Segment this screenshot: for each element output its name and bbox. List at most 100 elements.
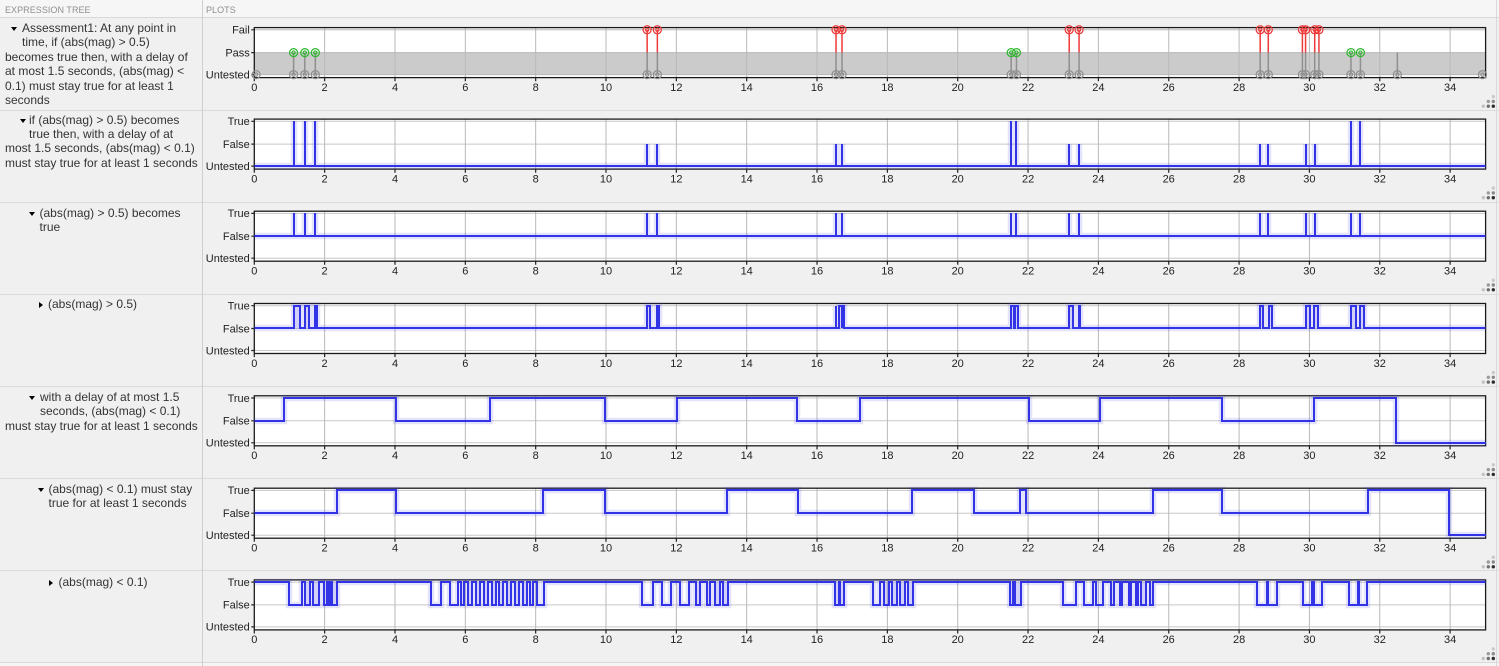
svg-text:6: 6 (462, 173, 468, 185)
svg-text:22: 22 (1022, 450, 1034, 462)
svg-text:True: True (228, 301, 250, 313)
svg-text:0: 0 (251, 634, 257, 646)
svg-text:16: 16 (811, 543, 823, 555)
svg-text:18: 18 (881, 450, 893, 462)
svg-text:20: 20 (952, 450, 964, 462)
svg-text:24: 24 (1092, 266, 1104, 278)
svg-text:22: 22 (1022, 173, 1034, 185)
svg-text:Untested: Untested (206, 161, 250, 173)
svg-text:24: 24 (1092, 450, 1104, 462)
svg-text:4: 4 (392, 266, 398, 278)
svg-text:22: 22 (1022, 634, 1034, 646)
svg-text:False: False (223, 416, 250, 428)
svg-text:4: 4 (392, 543, 398, 555)
svg-text:32: 32 (1374, 266, 1386, 278)
svg-text:34: 34 (1444, 266, 1456, 278)
svg-text:30: 30 (1303, 358, 1315, 370)
svg-text:26: 26 (1163, 543, 1175, 555)
svg-text:10: 10 (600, 358, 612, 370)
svg-text:20: 20 (952, 173, 964, 185)
svg-text:30: 30 (1303, 634, 1315, 646)
svg-text:6: 6 (462, 450, 468, 462)
svg-text:20: 20 (952, 634, 964, 646)
svg-text:0: 0 (251, 358, 257, 370)
svg-text:10: 10 (600, 82, 612, 94)
svg-text:12: 12 (670, 358, 682, 370)
svg-text:12: 12 (670, 266, 682, 278)
svg-text:18: 18 (881, 173, 893, 185)
svg-text:True: True (228, 208, 250, 220)
svg-text:2: 2 (322, 173, 328, 185)
svg-text:24: 24 (1092, 82, 1104, 94)
svg-text:Pass: Pass (225, 47, 250, 59)
svg-text:18: 18 (881, 266, 893, 278)
svg-text:0: 0 (251, 82, 257, 94)
svg-text:2: 2 (322, 543, 328, 555)
svg-text:Fail: Fail (232, 25, 250, 37)
svg-text:False: False (223, 508, 250, 520)
svg-text:24: 24 (1092, 358, 1104, 370)
svg-text:12: 12 (670, 634, 682, 646)
svg-text:26: 26 (1163, 82, 1175, 94)
svg-text:14: 14 (741, 543, 753, 555)
svg-text:14: 14 (741, 450, 753, 462)
svg-text:16: 16 (811, 358, 823, 370)
svg-text:Untested: Untested (206, 345, 250, 357)
svg-text:16: 16 (811, 634, 823, 646)
svg-text:26: 26 (1163, 266, 1175, 278)
svg-text:20: 20 (952, 543, 964, 555)
svg-text:28: 28 (1233, 358, 1245, 370)
svg-text:24: 24 (1092, 634, 1104, 646)
svg-text:True: True (228, 577, 250, 589)
svg-text:30: 30 (1303, 173, 1315, 185)
svg-text:28: 28 (1233, 173, 1245, 185)
svg-text:True: True (228, 116, 250, 128)
svg-text:28: 28 (1233, 266, 1245, 278)
svg-text:2: 2 (322, 634, 328, 646)
svg-text:14: 14 (741, 173, 753, 185)
svg-text:2: 2 (322, 82, 328, 94)
svg-text:12: 12 (670, 82, 682, 94)
svg-text:4: 4 (392, 450, 398, 462)
svg-text:8: 8 (533, 266, 539, 278)
svg-text:False: False (223, 139, 250, 151)
svg-text:28: 28 (1233, 82, 1245, 94)
svg-text:18: 18 (881, 634, 893, 646)
svg-text:16: 16 (811, 450, 823, 462)
svg-text:32: 32 (1374, 450, 1386, 462)
svg-text:20: 20 (952, 82, 964, 94)
svg-text:16: 16 (811, 82, 823, 94)
svg-text:10: 10 (600, 634, 612, 646)
svg-text:16: 16 (811, 173, 823, 185)
svg-text:22: 22 (1022, 266, 1034, 278)
svg-text:8: 8 (533, 173, 539, 185)
svg-text:30: 30 (1303, 450, 1315, 462)
svg-text:10: 10 (600, 266, 612, 278)
svg-text:34: 34 (1444, 543, 1456, 555)
svg-text:4: 4 (392, 173, 398, 185)
svg-text:True: True (228, 485, 250, 497)
svg-text:24: 24 (1092, 173, 1104, 185)
svg-text:2: 2 (322, 450, 328, 462)
svg-text:10: 10 (600, 173, 612, 185)
svg-text:30: 30 (1303, 543, 1315, 555)
svg-text:18: 18 (881, 82, 893, 94)
svg-text:0: 0 (251, 450, 257, 462)
svg-text:2: 2 (322, 358, 328, 370)
svg-text:34: 34 (1444, 358, 1456, 370)
svg-text:22: 22 (1022, 358, 1034, 370)
svg-text:26: 26 (1163, 634, 1175, 646)
svg-text:8: 8 (533, 543, 539, 555)
svg-text:18: 18 (881, 358, 893, 370)
svg-text:26: 26 (1163, 450, 1175, 462)
svg-text:Untested: Untested (206, 438, 250, 450)
svg-text:12: 12 (670, 543, 682, 555)
svg-text:2: 2 (322, 266, 328, 278)
svg-text:14: 14 (741, 266, 753, 278)
svg-text:8: 8 (533, 82, 539, 94)
svg-text:Untested: Untested (206, 253, 250, 265)
svg-text:12: 12 (670, 173, 682, 185)
svg-text:34: 34 (1444, 173, 1456, 185)
svg-text:12: 12 (670, 450, 682, 462)
svg-text:32: 32 (1374, 358, 1386, 370)
